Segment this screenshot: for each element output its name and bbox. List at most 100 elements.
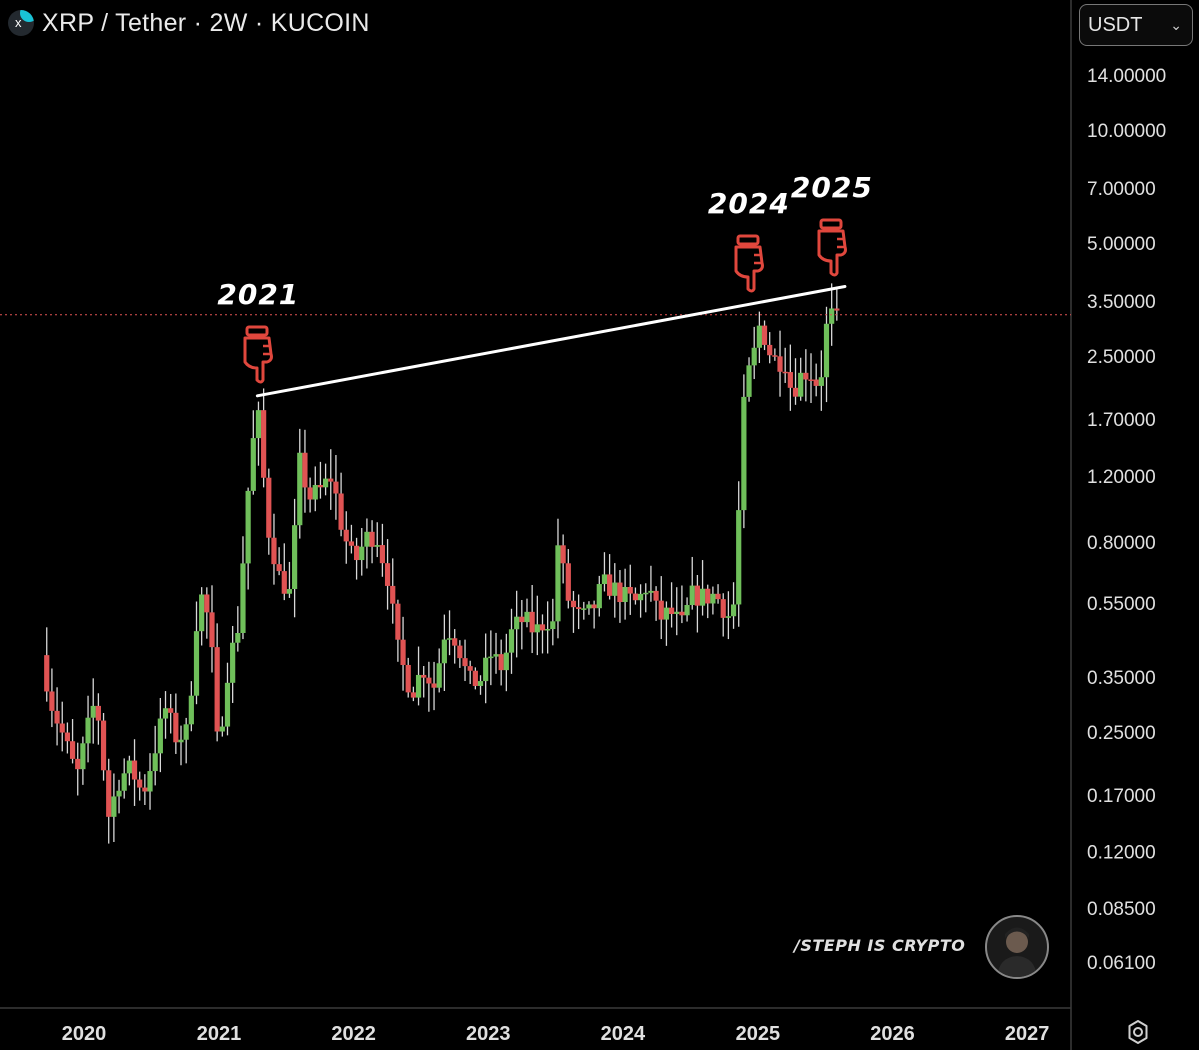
currency-select[interactable]: USDT ⌄ (1079, 4, 1193, 46)
price-tick-label: 0.80000 (1087, 533, 1156, 554)
candle-body (503, 652, 509, 671)
candle-body (679, 611, 685, 616)
candle-body (751, 347, 757, 366)
pointing-down-hand-icon (734, 234, 764, 293)
candle-body (565, 563, 571, 601)
candle-body (338, 493, 344, 530)
candle-body (297, 452, 303, 526)
candle-body (415, 674, 422, 698)
candle-body (64, 732, 71, 742)
candle-body (322, 478, 329, 488)
symbol-title[interactable]: XRP / Tether · 2W · KUCOIN (42, 8, 370, 37)
annotation-2025-label: 2025 (790, 171, 873, 205)
candle-body (508, 629, 515, 653)
candle-body (467, 666, 473, 671)
candle-body (720, 599, 726, 618)
candle-body (173, 712, 179, 743)
candle-body (663, 607, 670, 620)
candles-group (44, 283, 840, 844)
candle-body (266, 477, 272, 538)
candle-body (157, 718, 163, 754)
time-tick-label: 2026 (870, 1023, 915, 1045)
candle-body (570, 600, 577, 608)
pointing-down-hand-icon (243, 325, 274, 384)
candle-body (240, 563, 246, 634)
time-tick-label: 2025 (736, 1023, 781, 1045)
candle-body (756, 325, 762, 348)
candle-body (379, 545, 386, 564)
candle-body (111, 796, 117, 817)
candle-body (374, 545, 380, 547)
candle-body (741, 396, 747, 511)
candle-body (75, 758, 81, 770)
candle-body (312, 485, 318, 500)
candle-body (488, 656, 494, 659)
candle-body (131, 760, 138, 780)
candle-body (178, 739, 184, 743)
candle-body (328, 478, 334, 482)
candle-body (219, 726, 225, 732)
price-tick-label: 1.20000 (1087, 467, 1156, 488)
candle-body (137, 779, 143, 788)
candle-body (100, 720, 107, 771)
candle-body (147, 771, 153, 792)
candle-body (292, 525, 298, 590)
candle-body (813, 379, 819, 386)
candle-body (581, 608, 587, 610)
candle-body (545, 629, 551, 631)
candle-body (627, 586, 633, 594)
candle-body (250, 438, 256, 491)
candle-body (44, 655, 50, 692)
pointing-down-hand-icon (817, 218, 847, 277)
candle-body (188, 695, 194, 725)
candle-body (80, 743, 86, 770)
candle-body (834, 308, 840, 311)
candle-body (271, 537, 277, 565)
candle-body (653, 590, 659, 601)
candle-body (286, 589, 293, 594)
candle-body (384, 563, 391, 586)
candle-body (431, 683, 437, 688)
time-tick-label: 2023 (466, 1023, 511, 1045)
candle-body (85, 717, 91, 744)
price-tick-label: 0.55000 (1087, 594, 1156, 615)
candle-body (829, 308, 835, 324)
candle-body (818, 377, 824, 386)
candle-body (803, 372, 809, 380)
candle-body (519, 616, 525, 623)
candle-body (576, 607, 582, 610)
time-tick-label: 2024 (601, 1023, 646, 1045)
candle-body (353, 545, 360, 561)
candle-body (126, 760, 132, 774)
candle-body (183, 724, 189, 740)
currency-label: USDT (1088, 13, 1143, 36)
candle-body (348, 541, 355, 546)
candle-body (302, 452, 308, 488)
candle-body (426, 677, 432, 684)
candle-body (539, 624, 546, 631)
candle-body (514, 616, 520, 630)
candle-body (648, 590, 654, 593)
price-tick-label: 3.50000 (1087, 292, 1156, 313)
candle-body (715, 593, 721, 600)
candle-body (193, 631, 200, 696)
settings-gear-icon[interactable] (1124, 1018, 1152, 1046)
candle-body (69, 741, 76, 759)
time-tick-label: 2027 (1005, 1023, 1050, 1045)
candle-body (152, 753, 158, 772)
candle-body (767, 344, 773, 356)
candle-body (395, 603, 401, 640)
candle-body (121, 773, 127, 791)
candle-body (106, 770, 112, 817)
candle-body (281, 571, 287, 594)
candle-body (343, 529, 349, 542)
candle-body (643, 592, 649, 595)
candle-body (617, 582, 623, 603)
price-tick-label: 1.70000 (1087, 410, 1156, 431)
candle-body (162, 708, 169, 719)
candle-body (276, 564, 282, 572)
candle-body (555, 545, 561, 622)
candle-body (462, 658, 468, 667)
candle-body (472, 670, 478, 686)
